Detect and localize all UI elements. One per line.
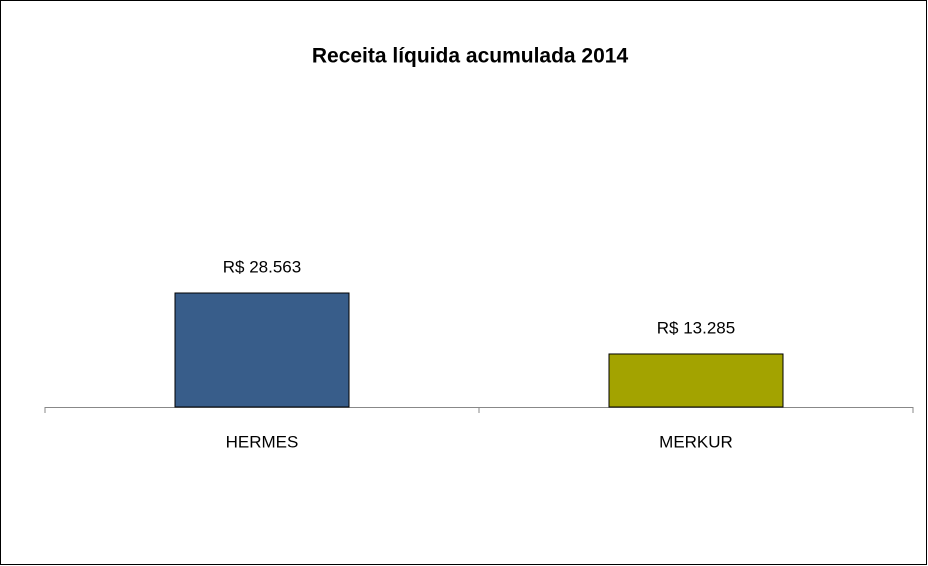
chart-title: Receita líquida acumulada 2014: [312, 45, 629, 68]
bar: [174, 292, 350, 408]
x-tick-label: MERKUR: [659, 432, 733, 451]
data-label: R$ 13.285: [657, 318, 735, 337]
x-tick-label: HERMES: [226, 432, 299, 451]
bar: [608, 353, 784, 408]
data-label: R$ 28.563: [223, 257, 301, 276]
